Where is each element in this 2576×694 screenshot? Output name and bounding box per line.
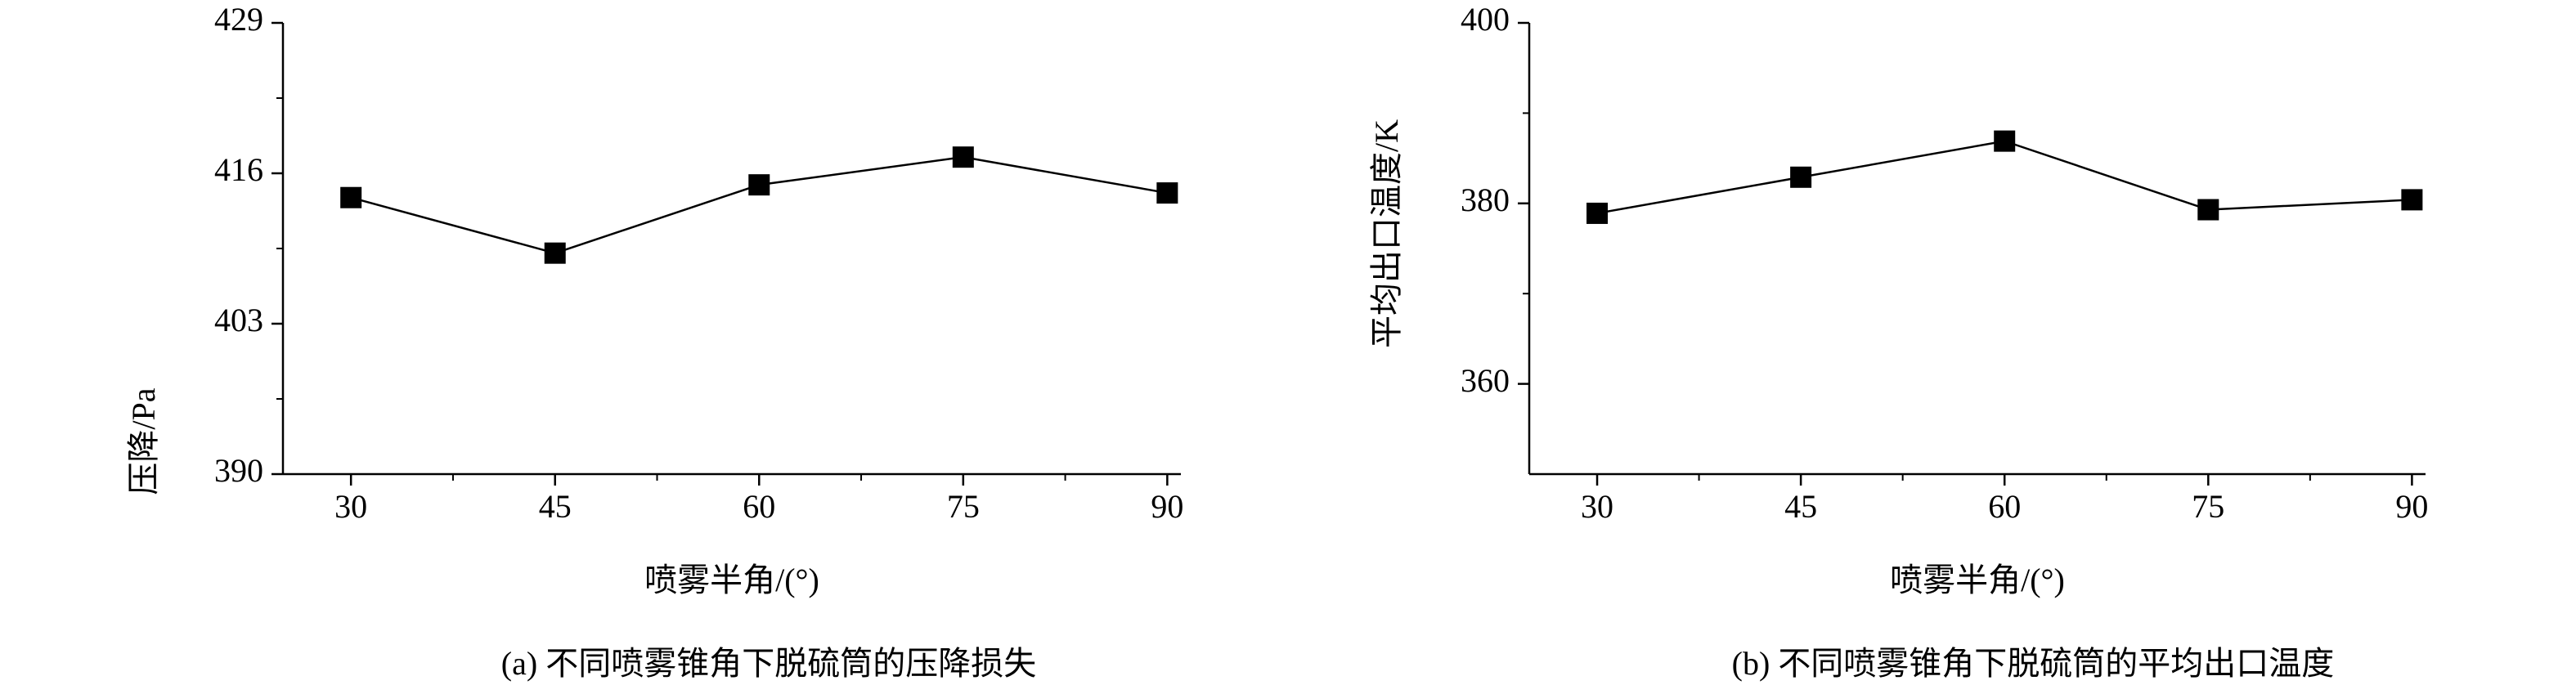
x-tick-label: 90 bbox=[2395, 488, 2428, 525]
caption: (a) 不同喷雾锥角下脱硫筒的压降损失 bbox=[501, 645, 1036, 682]
data-point bbox=[1586, 202, 1609, 224]
x-tick-label: 45 bbox=[1784, 488, 1817, 525]
x-tick-label: 75 bbox=[947, 488, 980, 525]
y-tick-label: 403 bbox=[214, 302, 263, 338]
x-tick-label: 75 bbox=[2192, 488, 2224, 525]
x-axis-label: 喷雾半角/(°) bbox=[1890, 562, 2065, 598]
data-point bbox=[1994, 130, 2016, 152]
data-point bbox=[1790, 166, 1812, 188]
y-tick-label: 429 bbox=[214, 1, 263, 38]
x-tick-label: 90 bbox=[1151, 488, 1183, 525]
y-tick-label: 416 bbox=[214, 151, 263, 188]
y-axis-label: 压降/Pa bbox=[125, 387, 162, 495]
y-tick-label: 390 bbox=[214, 452, 263, 489]
y-tick-label: 380 bbox=[1461, 181, 1510, 218]
x-tick-label: 30 bbox=[334, 488, 367, 525]
data-point bbox=[952, 146, 974, 168]
data-point bbox=[2401, 189, 2423, 211]
data-point bbox=[340, 186, 362, 208]
data-line bbox=[350, 155, 1168, 254]
data-line bbox=[1596, 140, 2412, 215]
data-point bbox=[2197, 199, 2219, 221]
caption: (b) 不同喷雾锥角下脱硫筒的平均出口温度 bbox=[1732, 645, 2335, 682]
x-tick-label: 60 bbox=[1988, 488, 2021, 525]
x-tick-label: 45 bbox=[539, 488, 572, 525]
y-axis-label: 平均出口温度/K bbox=[1368, 119, 1405, 348]
x-tick-label: 60 bbox=[743, 488, 775, 525]
data-point bbox=[1156, 182, 1178, 204]
data-point bbox=[748, 174, 770, 196]
x-axis-label: 喷雾半角/(°) bbox=[644, 562, 819, 598]
x-tick-label: 30 bbox=[1581, 488, 1613, 525]
data-point bbox=[544, 242, 566, 264]
y-tick-label: 360 bbox=[1461, 362, 1510, 399]
y-tick-label: 400 bbox=[1461, 1, 1510, 38]
